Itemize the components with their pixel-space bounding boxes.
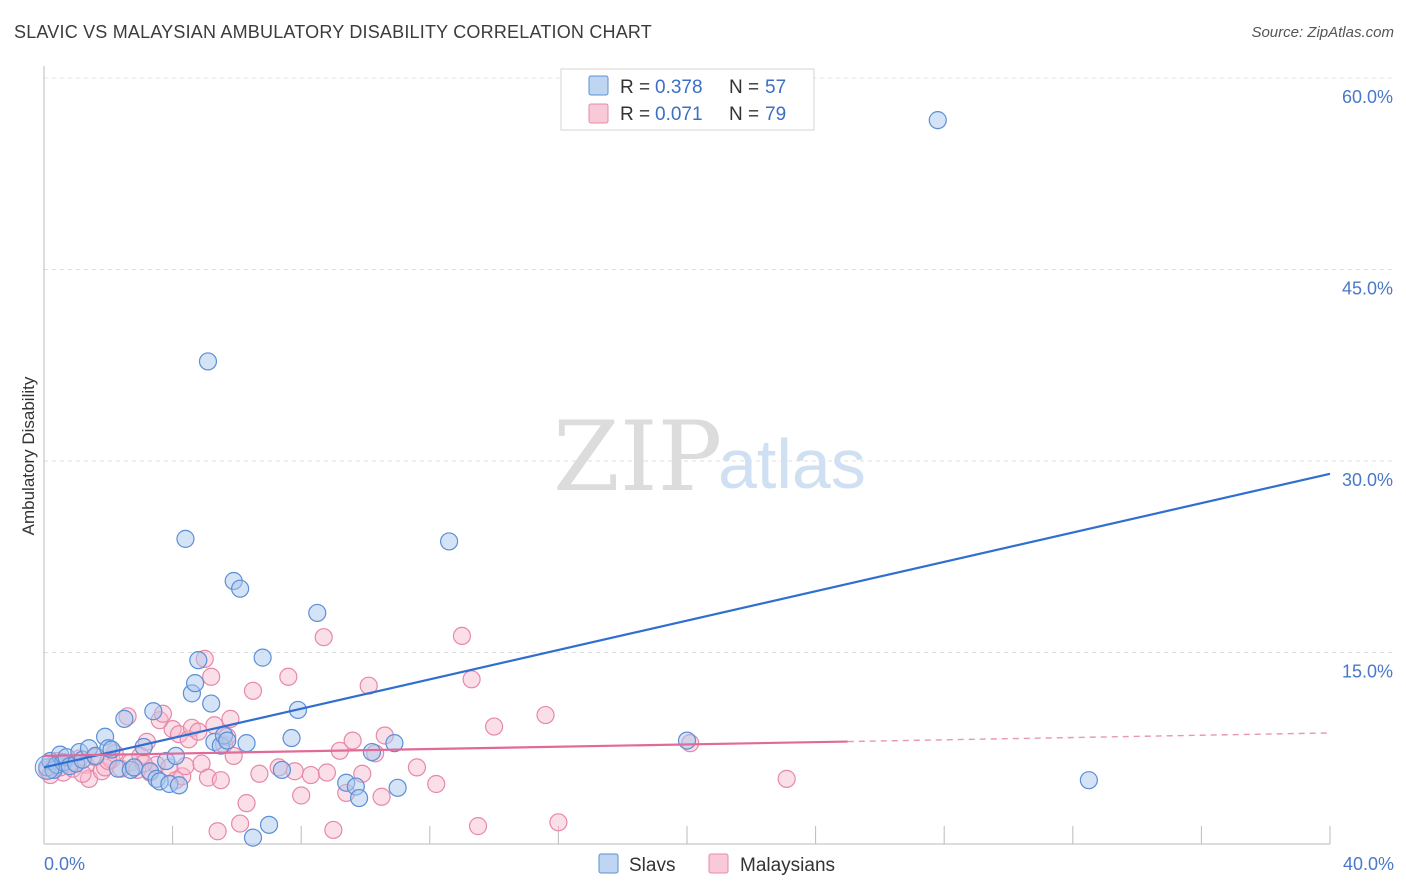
y-tick-label: 60.0%: [1342, 87, 1393, 107]
legend-slavs-n-value: 57: [765, 77, 786, 98]
slavs-point: [253, 648, 272, 667]
malaysians-point: [231, 814, 250, 833]
legend-malaysians-n-label: N =: [729, 104, 759, 125]
slavs-point: [166, 746, 185, 766]
malaysians-point: [462, 670, 481, 689]
y-tick-label: 45.0%: [1342, 279, 1393, 299]
slavs-points: [34, 111, 1098, 847]
slavs-point: [272, 760, 292, 780]
slavs-point: [231, 579, 250, 598]
malaysians-point: [301, 765, 320, 785]
malaysians-point: [202, 667, 221, 686]
slavs-point: [282, 728, 301, 748]
malaysians-point: [243, 681, 263, 700]
slavs-point: [169, 776, 189, 795]
malaysians-trend-line: [43, 740, 848, 758]
slavs-point: [115, 709, 134, 728]
malaysians-point: [208, 822, 227, 841]
x-tick-max: 40.0%: [1343, 854, 1394, 874]
legend-malaysians-r-label: R =: [620, 104, 650, 125]
slavs-point: [308, 603, 327, 623]
malaysians-point: [211, 771, 230, 790]
legend-malaysians-r-value: 0.071: [655, 104, 703, 125]
source-label: Source: ZipAtlas.com: [1251, 24, 1394, 41]
legend-slavs-r-label: R =: [620, 77, 650, 98]
slavs-point: [186, 674, 205, 693]
malaysians-point: [536, 705, 555, 725]
legend-malaysians-swatch: [588, 103, 609, 124]
slavs-point: [362, 742, 382, 762]
trend-lines: [43, 472, 1331, 769]
malaysians-point: [314, 628, 333, 647]
chart-title: SLAVIC VS MALAYSIAN AMBULATORY DISABILIT…: [14, 22, 652, 42]
bottom-legend-slavs-swatch: [598, 853, 619, 874]
slavs-trend-line: [43, 472, 1331, 769]
legend: R = 0.378 N = 57 R = 0.071 N = 79: [560, 68, 815, 131]
slavs-point: [388, 778, 407, 797]
watermark-zip: ZIP: [553, 401, 722, 513]
malaysians-point: [237, 794, 256, 813]
malaysians-point: [372, 787, 391, 806]
legend-slavs-r-value: 0.378: [655, 77, 703, 98]
slavs-point: [189, 651, 208, 670]
malaysians-point: [250, 764, 269, 783]
bottom-legend: Slavs Malaysians: [598, 853, 835, 876]
malaysians-point: [485, 717, 504, 736]
malaysians-point: [317, 763, 337, 782]
slavs-point: [1079, 771, 1098, 790]
slavs-point: [439, 532, 459, 551]
malaysians-point: [343, 731, 362, 750]
malaysians-point: [407, 758, 427, 777]
slavs-point: [243, 828, 263, 847]
grid-lines: [44, 77, 1394, 653]
y-tick-label: 15.0%: [1342, 662, 1393, 682]
bottom-legend-malaysians-swatch: [708, 853, 729, 874]
slavs-point: [385, 734, 404, 753]
slavs-point: [124, 758, 144, 777]
bottom-legend-slavs-label: Slavs: [629, 855, 675, 876]
slavs-point: [677, 731, 697, 750]
x-tick-labels: 0.0% 40.0%: [44, 854, 1394, 874]
y-axis-label: Ambulatory Disability: [19, 376, 38, 535]
watermark-atlas: atlas: [718, 425, 866, 503]
malaysians-point: [279, 667, 298, 686]
watermark: ZIP atlas: [553, 401, 866, 513]
slavs-point: [928, 111, 947, 130]
legend-slavs-swatch: [588, 75, 609, 96]
legend-malaysians-n-value: 79: [765, 104, 786, 125]
slavs-point: [259, 815, 279, 834]
y-tick-label: 30.0%: [1342, 470, 1393, 490]
malaysians-point: [324, 820, 343, 840]
malaysians-point: [452, 626, 472, 646]
slavs-point: [198, 352, 218, 371]
slavs-point: [237, 734, 256, 753]
slavs-point: [144, 702, 163, 721]
y-tick-labels: 15.0% 30.0% 45.0% 60.0%: [1342, 87, 1393, 682]
slavs-point: [349, 788, 369, 808]
malaysians-point: [549, 813, 568, 832]
malaysians-point: [427, 774, 446, 794]
slavs-point: [176, 529, 195, 548]
bottom-legend-malaysians-label: Malaysians: [740, 855, 835, 876]
slavs-point: [218, 731, 237, 750]
malaysians-point: [777, 769, 796, 788]
malaysians-point: [468, 817, 488, 836]
slavs-point: [202, 694, 221, 713]
malaysians-trend-line-extension: [847, 732, 1331, 743]
legend-slavs-n-label: N =: [729, 77, 759, 98]
malaysians-point: [292, 786, 311, 805]
x-tick-min: 0.0%: [44, 854, 85, 874]
